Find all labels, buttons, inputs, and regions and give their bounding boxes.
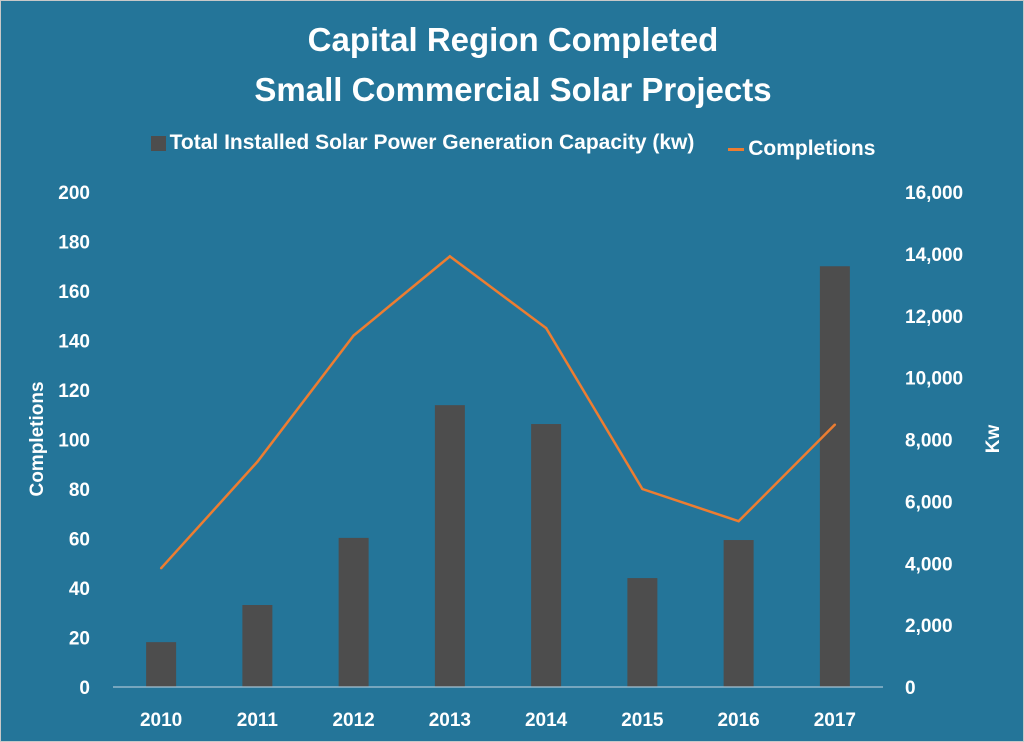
- y-left-tick-label: 120: [58, 381, 90, 402]
- legend-label-capacity: Total Installed Solar Power Generation C…: [169, 131, 695, 154]
- y-left-tick-label: 100: [58, 431, 90, 452]
- point-completions-2014: [544, 326, 548, 330]
- x-tick-label: 2014: [525, 710, 568, 731]
- y-left-tick-label: 0: [79, 678, 90, 699]
- point-completions-2013: [448, 255, 452, 258]
- point-completions-2011: [256, 460, 259, 463]
- y-left-tick-label: 20: [69, 629, 90, 650]
- y-right-tick-label: 6,000: [905, 492, 953, 513]
- x-tick-label: 2010: [140, 710, 182, 731]
- line-completions: [160, 254, 836, 570]
- legend-item-completions: Completions: [728, 137, 875, 161]
- chart-title-line-1: Capital Region Completed: [307, 21, 719, 58]
- bar-capacity-2016: [723, 540, 754, 687]
- y-right-axis-title: Kw: [983, 425, 1004, 454]
- bar-capacity-2013: [434, 405, 465, 687]
- bar-capacity-2017: [819, 266, 850, 687]
- y-left-tick-label: 80: [69, 480, 90, 501]
- x-tick-label: 2011: [237, 710, 279, 731]
- x-tick-label: 2013: [429, 710, 471, 731]
- y-left-tick-label: 60: [69, 530, 90, 551]
- point-completions-2017: [833, 423, 837, 426]
- y-left-axis-title: Completions: [27, 381, 48, 496]
- y-left-tick-label: 140: [58, 332, 90, 353]
- y-right-tick-label: 2,000: [905, 616, 953, 637]
- x-tick-label: 2016: [717, 710, 759, 731]
- y-left-tick-label: 40: [69, 579, 90, 600]
- bar-capacity-2014: [531, 424, 562, 687]
- y-right-tick-label: 16,000: [905, 183, 963, 204]
- y-right-tick-label: 14,000: [905, 245, 963, 266]
- y-left-tick-label: 180: [58, 233, 90, 254]
- chart-title-line-2: Small Commercial Solar Projects: [254, 71, 772, 108]
- y-right-tick-label: 12,000: [905, 307, 963, 328]
- bar-capacity-2010: [146, 642, 177, 687]
- legend-swatch-bar: [150, 135, 166, 151]
- point-completions-2015: [641, 487, 644, 491]
- legend-label-completions: Completions: [748, 137, 876, 160]
- legend: Total Installed Solar Power Generation C…: [1, 131, 1023, 161]
- legend-swatch-line: [728, 147, 745, 151]
- y-left-tick-label: 160: [58, 282, 90, 303]
- point-completions-2016: [737, 519, 740, 523]
- y-right-tick-label: 8,000: [905, 431, 953, 452]
- y-right-tick-label: 0: [905, 678, 916, 699]
- y-right-tick-label: 4,000: [905, 554, 953, 575]
- point-completions-2010: [159, 567, 163, 570]
- legend-item-capacity: Total Installed Solar Power Generation C…: [150, 131, 695, 155]
- y-right-tick-label: 10,000: [905, 369, 963, 390]
- x-tick-label: 2012: [332, 710, 374, 731]
- x-tick-label: 2015: [621, 710, 664, 731]
- point-completions-2012: [352, 334, 355, 337]
- y-left-tick-label: 200: [58, 183, 90, 204]
- x-tick-label: 2017: [814, 710, 856, 731]
- bar-capacity-2011: [242, 605, 273, 687]
- bar-capacity-2015: [627, 578, 658, 687]
- bar-capacity-2012: [338, 537, 369, 687]
